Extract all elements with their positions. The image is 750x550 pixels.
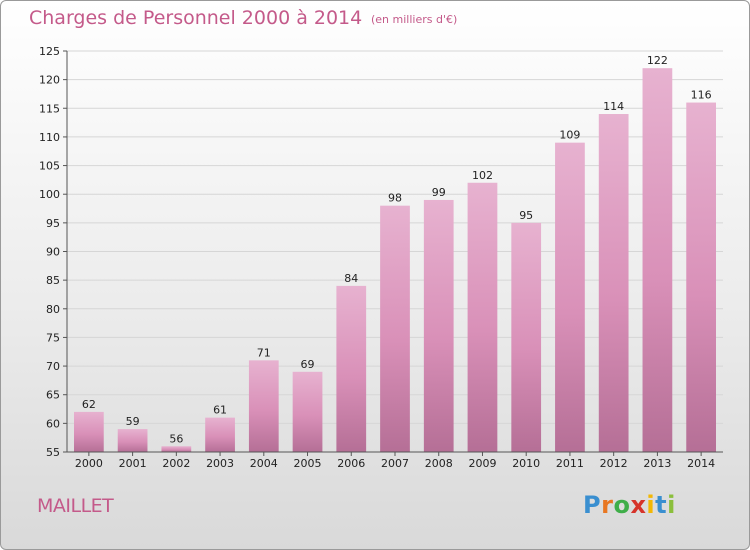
bar: [423, 199, 454, 452]
commune-name: MAILLET: [37, 495, 114, 517]
y-tick-label: 90: [46, 246, 60, 259]
bar: [205, 417, 235, 452]
bar: [511, 222, 542, 452]
data-label: 61: [213, 404, 227, 417]
x-tick-label: 2002: [162, 457, 190, 470]
chart-title: Charges de Personnel 2000 à 2014: [29, 7, 363, 29]
x-tick-label: 2007: [381, 457, 409, 470]
y-tick-label: 125: [39, 45, 60, 58]
y-tick-label: 60: [46, 417, 60, 430]
y-tick-label: 115: [39, 102, 60, 115]
bar: [555, 142, 585, 452]
logo-letter: x: [630, 491, 647, 519]
logo-letter: i: [646, 491, 656, 519]
data-label: 99: [432, 186, 446, 199]
x-tick-label: 2011: [556, 457, 584, 470]
logo-letter: r: [601, 491, 614, 519]
data-label: 84: [344, 272, 358, 285]
data-label: 116: [691, 89, 712, 102]
logo-letter: P: [583, 491, 602, 519]
data-label: 109: [559, 129, 580, 142]
x-tick-label: 2004: [250, 457, 278, 470]
bar: [117, 429, 148, 452]
bar: [336, 285, 367, 452]
bar: [292, 371, 323, 452]
x-tick-label: 2006: [337, 457, 365, 470]
data-label: 69: [301, 358, 315, 371]
x-tick-label: 2009: [468, 457, 496, 470]
x-tick-label: 2008: [425, 457, 453, 470]
bar: [598, 114, 629, 452]
x-tick-label: 2001: [119, 457, 147, 470]
x-tick-label: 2013: [643, 457, 671, 470]
chart-subtitle: (en milliers d'€): [371, 13, 458, 26]
logo-letter: t: [655, 491, 668, 519]
x-tick-label: 2012: [600, 457, 628, 470]
logo-letter: o: [613, 491, 631, 519]
y-tick-label: 100: [39, 188, 60, 201]
y-tick-label: 80: [46, 303, 60, 316]
y-tick-label: 95: [46, 217, 60, 230]
data-label: 95: [519, 209, 533, 222]
data-label: 71: [257, 346, 271, 359]
y-tick-label: 85: [46, 274, 60, 287]
x-tick-label: 2003: [206, 457, 234, 470]
bar: [467, 182, 498, 452]
data-label: 56: [169, 432, 183, 445]
y-tick-label: 110: [39, 131, 60, 144]
data-label: 62: [82, 398, 96, 411]
bar: [642, 68, 673, 452]
data-label: 59: [126, 415, 140, 428]
bar: [380, 205, 410, 452]
proxiti-logo: Proxiti: [583, 491, 676, 519]
x-tick-label: 2005: [294, 457, 322, 470]
data-label: 122: [647, 54, 668, 67]
x-tick-label: 2014: [687, 457, 715, 470]
y-tick-label: 105: [39, 160, 60, 173]
bar: [73, 411, 104, 452]
y-tick-label: 65: [46, 389, 60, 402]
x-tick-label: 2010: [512, 457, 540, 470]
bar: [686, 102, 717, 453]
logo-letter: i: [667, 491, 676, 519]
bar: [248, 360, 279, 452]
y-tick-label: 55: [46, 446, 60, 459]
y-tick-label: 75: [46, 331, 60, 344]
y-tick-label: 120: [39, 74, 60, 87]
bar: [161, 446, 192, 452]
x-tick-label: 2000: [75, 457, 103, 470]
data-label: 102: [472, 169, 493, 182]
data-label: 114: [603, 100, 624, 113]
data-label: 98: [388, 192, 402, 205]
y-tick-label: 70: [46, 360, 60, 373]
